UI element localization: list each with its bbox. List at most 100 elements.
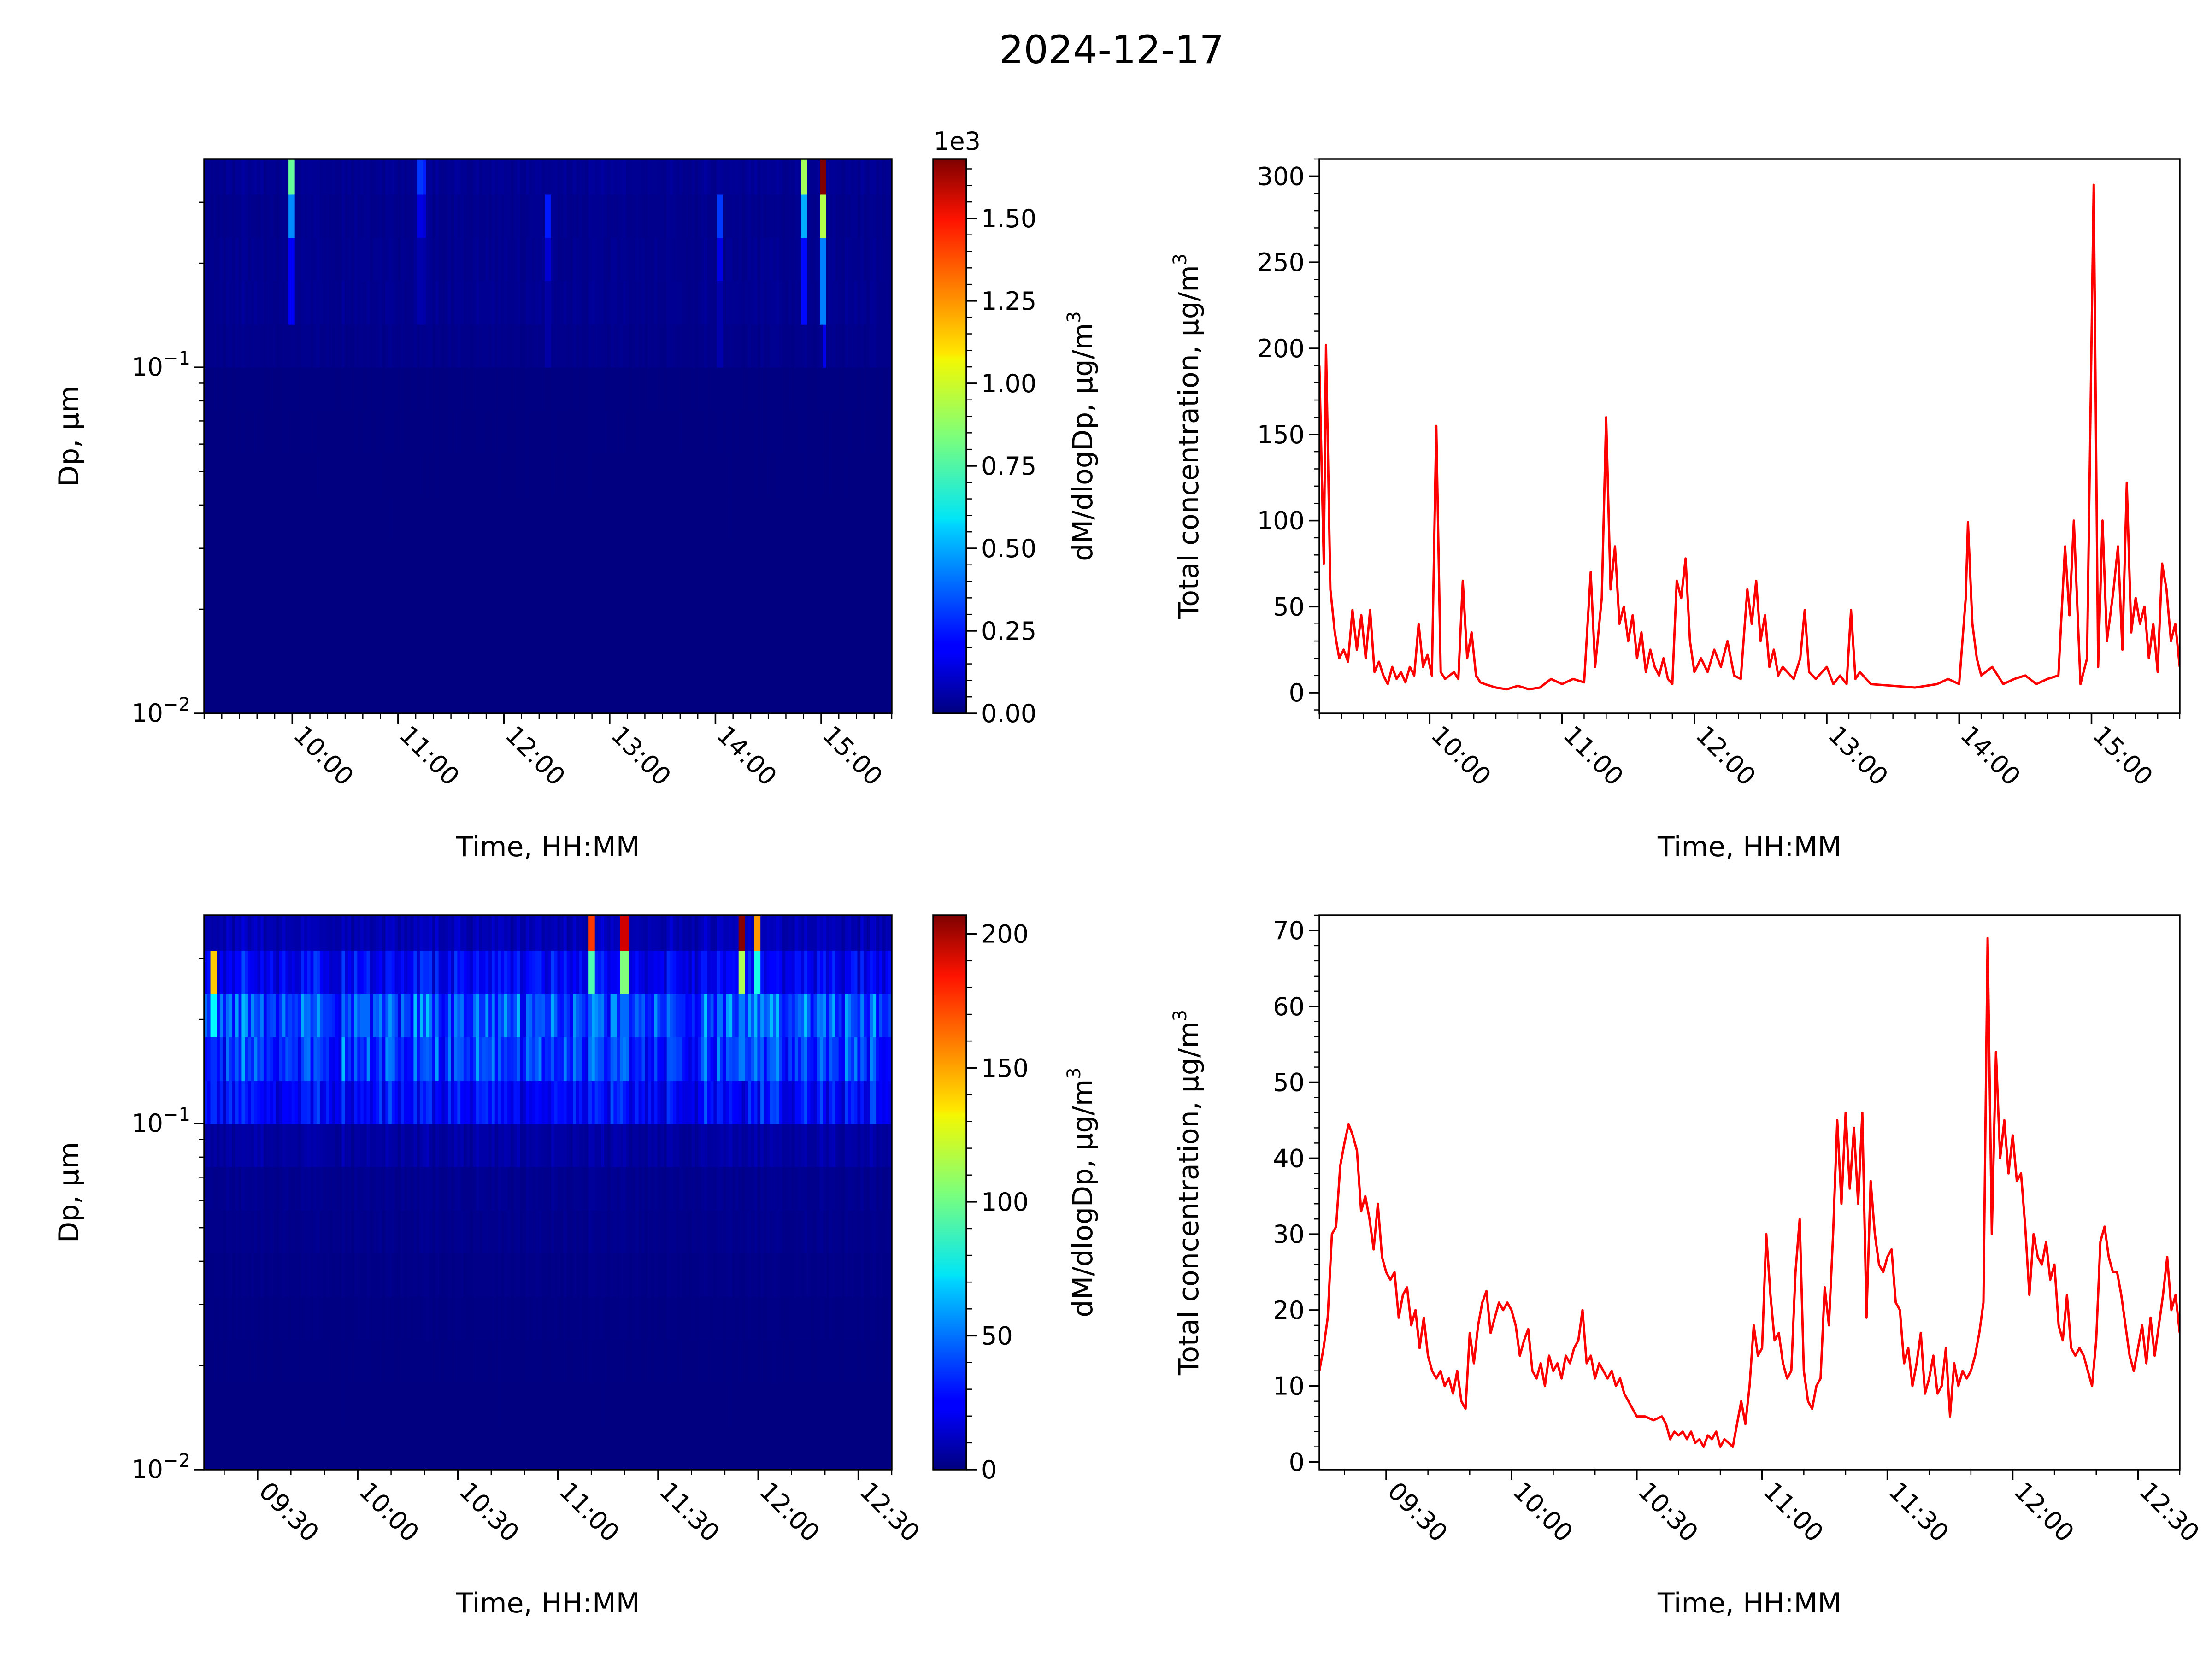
heatmap-cell <box>279 194 283 238</box>
heatmap-cell <box>235 454 239 498</box>
heatmap-cell <box>429 540 433 584</box>
heatmap-cell <box>366 237 371 281</box>
heatmap-cell <box>738 497 742 541</box>
heatmap-cell <box>357 1124 361 1167</box>
heatmap-cell <box>282 1382 286 1427</box>
heatmap-cell <box>641 915 645 951</box>
heatmap-cell <box>526 950 529 994</box>
heatmap-cell <box>251 194 255 238</box>
heatmap-cell <box>632 281 636 325</box>
heatmap-cell <box>379 626 383 671</box>
heatmap-cell <box>660 583 664 627</box>
heatmap-cell <box>438 367 442 411</box>
heatmap-cell <box>423 410 427 454</box>
heatmap-cell <box>426 994 429 1037</box>
heatmap-cell <box>604 994 608 1037</box>
heatmap-cell <box>682 237 686 281</box>
heatmap-cell <box>301 237 305 281</box>
heatmap-cell <box>270 994 273 1037</box>
heatmap-cell <box>345 410 348 454</box>
heatmap-cell <box>654 1081 658 1124</box>
heatmap-cell <box>217 1124 220 1167</box>
heatmap-cell <box>204 1296 208 1341</box>
heatmap-cell <box>545 159 548 195</box>
heatmap-cell <box>457 410 461 454</box>
heatmap-cell <box>413 159 417 195</box>
heatmap-cell <box>735 367 739 411</box>
heatmap-cell <box>779 194 783 238</box>
heatmap-cell <box>882 410 886 454</box>
heatmap-cell <box>604 324 608 368</box>
heatmap-cell <box>476 950 480 994</box>
heatmap-cell <box>466 1340 471 1383</box>
heatmap-cell <box>766 670 771 714</box>
heatmap-cell <box>782 367 786 411</box>
heatmap-cell <box>494 410 499 454</box>
heatmap-cell <box>266 410 271 454</box>
heatmap-cell <box>445 1382 448 1427</box>
heatmap-cell <box>501 497 505 541</box>
heatmap-cell <box>382 1340 386 1383</box>
heatmap-cell <box>813 670 817 714</box>
heatmap-cell <box>466 915 471 951</box>
heatmap-cell <box>345 994 348 1037</box>
heatmap-cell <box>813 497 817 541</box>
heatmap-cell <box>482 1124 486 1167</box>
heatmap-cell <box>529 994 533 1037</box>
heatmap-cell <box>563 540 567 584</box>
heatmap-cell <box>354 1296 358 1341</box>
heatmap-cell <box>294 583 299 627</box>
heatmap-cell <box>247 410 252 454</box>
heatmap-cell <box>529 1426 533 1470</box>
heatmap-cell <box>857 324 861 368</box>
heatmap-cell <box>354 1037 358 1081</box>
heatmap-cell <box>370 1166 373 1211</box>
heatmap-cell <box>204 1124 208 1167</box>
heatmap-cell <box>738 194 742 238</box>
heatmap-cell <box>270 159 273 195</box>
heatmap-cell <box>594 497 599 541</box>
heatmap-cell <box>485 915 489 951</box>
heatmap-cell <box>729 237 733 281</box>
heatmap-cell <box>404 1340 408 1383</box>
heatmap-cell <box>298 237 301 281</box>
heatmap-cell <box>494 454 499 498</box>
heatmap-cell <box>266 1210 271 1254</box>
heatmap-cell <box>517 410 520 454</box>
heatmap-cell <box>463 194 467 238</box>
heatmap-cell <box>582 1081 586 1124</box>
heatmap-cell <box>366 1081 371 1124</box>
heatmap-cell <box>226 583 229 627</box>
heatmap-cell <box>588 454 592 498</box>
heatmap-cell <box>313 1426 317 1470</box>
heatmap-cell <box>832 454 836 498</box>
heatmap-cell <box>585 540 589 584</box>
colorbar-offset-text: 1e3 <box>934 127 981 156</box>
heatmap-cell <box>545 1124 548 1167</box>
heatmap-cell <box>351 1382 355 1427</box>
heatmap-cell <box>435 670 439 714</box>
heatmap-cell <box>760 626 764 671</box>
heatmap-cell <box>870 583 873 627</box>
heatmap-cell <box>598 583 601 627</box>
heatmap-cell <box>307 583 311 627</box>
heatmap-cell <box>410 367 414 411</box>
heatmap-cell <box>788 324 792 368</box>
heatmap-cell <box>510 159 514 195</box>
heatmap-cell <box>254 454 258 498</box>
heatmap-cell <box>576 324 580 368</box>
heatmap-cell <box>238 497 242 541</box>
heatmap-cell <box>782 159 786 195</box>
heatmap-cell <box>879 237 883 281</box>
heatmap-cell <box>332 670 336 714</box>
heatmap-cell <box>545 454 548 498</box>
heatmap-cell <box>382 583 386 627</box>
heatmap-cell <box>557 1340 561 1383</box>
heatmap-cell <box>417 1037 420 1081</box>
heatmap-cell <box>317 1426 320 1470</box>
heatmap-cell <box>866 583 871 627</box>
heatmap-cell <box>482 281 486 325</box>
heatmap-cell <box>851 324 855 368</box>
heatmap-cell <box>529 281 533 325</box>
heatmap-cell <box>438 1166 442 1211</box>
